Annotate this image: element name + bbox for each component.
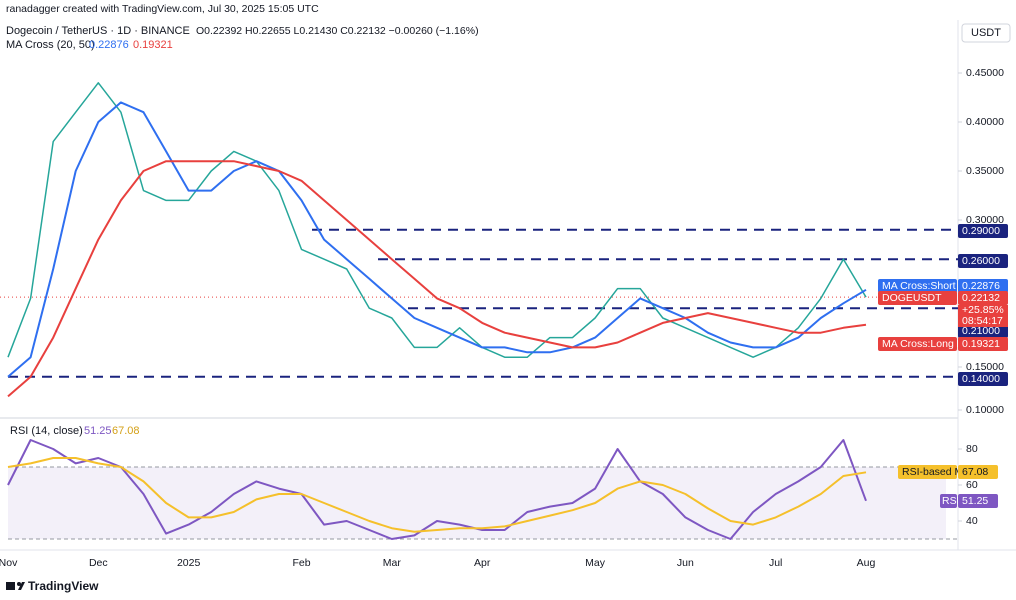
- series-value-tag: [958, 337, 1008, 351]
- brand-logo: [6, 582, 25, 590]
- y-tick-label: 80: [966, 443, 978, 455]
- x-tick-label: Jul: [769, 557, 782, 569]
- series-value-tag-label: 0.22132: [962, 292, 1000, 304]
- series-line: [7, 457, 867, 533]
- x-tick-label: Apr: [474, 557, 491, 569]
- series-value-tag-label: 0.22876: [962, 280, 1000, 292]
- series-line: [7, 101, 867, 378]
- series-name-tag-label: MA Cross:Long MA: [882, 338, 972, 350]
- series-name-tag: [898, 465, 957, 479]
- currency-box[interactable]: [961, 23, 1011, 43]
- series-line: [7, 160, 867, 398]
- brand: TradingView: [28, 579, 99, 593]
- x-tick-label: Nov: [0, 557, 18, 569]
- currency[interactable]: USDT: [971, 27, 1001, 39]
- rsi-header-value: 51.25: [84, 425, 112, 437]
- bar-countdown: 08:54:17: [962, 315, 1003, 327]
- x-tick-label: 2025: [177, 557, 201, 569]
- series-name-tag: [878, 279, 957, 293]
- series-name-tag: [940, 494, 957, 508]
- rsi-band: [8, 467, 946, 539]
- series-value-tag-label: 51.25: [962, 495, 988, 507]
- series-name-tag: [878, 337, 957, 351]
- x-tick-label: Mar: [383, 557, 402, 569]
- series-value-tag: [958, 279, 1008, 293]
- series-name-tag-label: RSI-based MA: [902, 466, 970, 478]
- level-tag: [958, 324, 1008, 338]
- symbol-title: Dogecoin / TetherUS · 1D · BINANCE: [6, 25, 190, 37]
- y-tick-label: 0.45000: [966, 67, 1004, 79]
- y-tick-label: 60: [966, 479, 978, 491]
- x-tick-label: Jun: [677, 557, 694, 569]
- y-tick-label: 0.40000: [966, 116, 1004, 128]
- x-tick-label: Feb: [292, 557, 310, 569]
- x-tick-label: Aug: [857, 557, 876, 569]
- level-tag: [958, 224, 1008, 238]
- series-value-tag: [958, 465, 998, 479]
- ohlc: O0.22392 H0.22655 L0.21430 C0.22132 −0.0…: [196, 25, 479, 37]
- y-tick-label: 0.10000: [966, 404, 1004, 416]
- indicator-name: MA Cross (20, 50): [6, 39, 95, 51]
- series-value-tag: [958, 291, 1008, 305]
- credit: ranadagger created with TradingView.com,…: [6, 3, 319, 15]
- series-name-tag-label: DOGEUSDT: [882, 292, 942, 304]
- indicator-short-value: 0.22876: [89, 39, 129, 51]
- level-tag: [958, 254, 1008, 268]
- level-tag: [958, 372, 1008, 386]
- series-line: [7, 439, 867, 540]
- series-value-tag: [958, 494, 998, 508]
- y-tick-label: 40: [966, 515, 978, 527]
- series-value-tag-label: 67.08: [962, 466, 988, 478]
- price-change: +25.85%: [962, 304, 1004, 316]
- y-tick-label: 0.35000: [966, 165, 1004, 177]
- level-tag-label: 0.29000: [962, 225, 1000, 237]
- x-tick-label: Dec: [89, 557, 108, 569]
- series-name-tag-label: RSI: [942, 495, 960, 507]
- y-tick-label: 0.15000: [966, 361, 1004, 373]
- rsi-ma-header-value: 67.08: [112, 425, 140, 437]
- indicator-long-value: 0.19321: [133, 39, 173, 51]
- x-tick-label: May: [585, 557, 606, 569]
- rsi-title: RSI (14, close): [10, 425, 83, 437]
- y-tick-label: 0.30000: [966, 214, 1004, 226]
- level-tag-label: 0.21000: [962, 325, 1000, 337]
- price-info-box: [958, 305, 1008, 327]
- level-tag-label: 0.14000: [962, 373, 1000, 385]
- series-name-tag: [878, 291, 957, 305]
- series-name-tag-label: MA Cross:Short MA: [882, 280, 974, 292]
- series-line: [7, 82, 867, 358]
- series-value-tag-label: 0.19321: [962, 338, 1000, 350]
- level-tag-label: 0.26000: [962, 255, 1000, 267]
